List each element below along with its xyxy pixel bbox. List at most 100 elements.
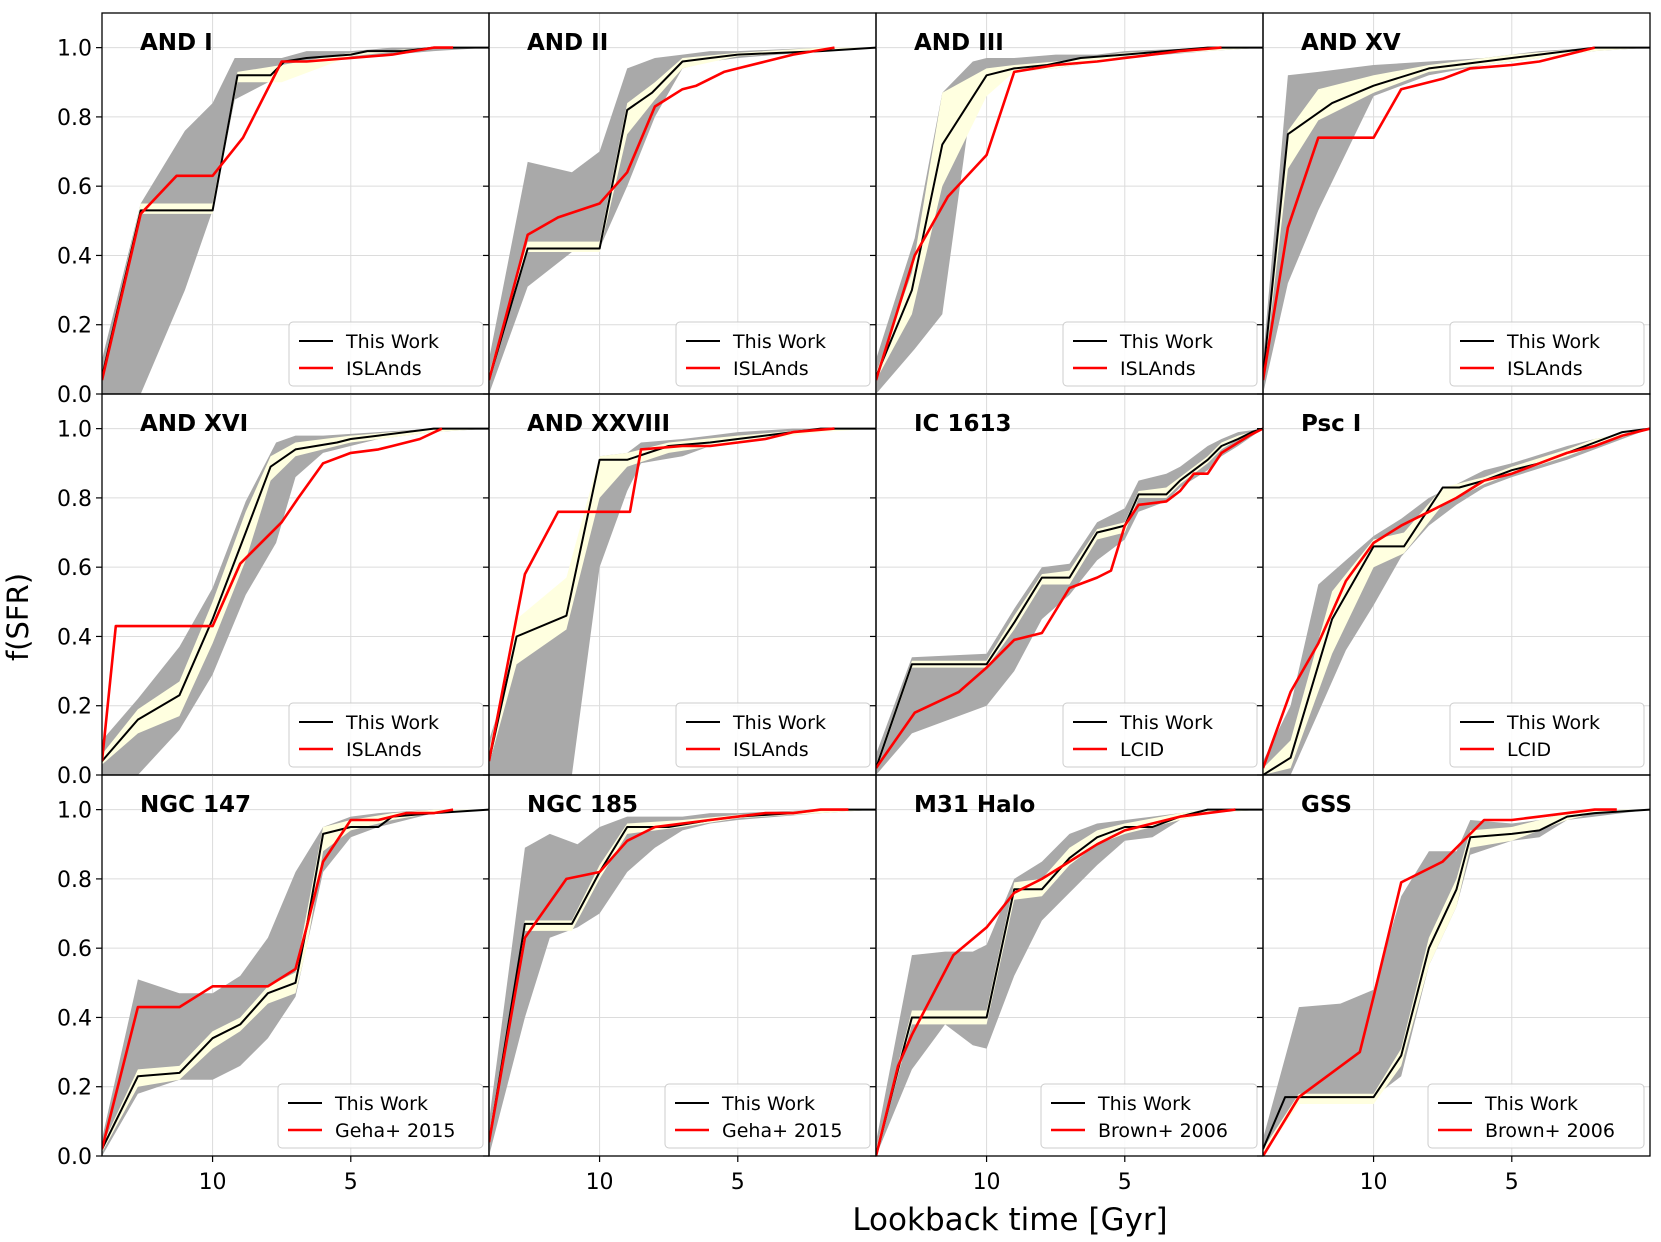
y-tick-label: 0.6: [57, 937, 92, 962]
series-line-comparison: [102, 46, 454, 381]
x-tick-label: 10: [586, 1170, 614, 1195]
legend: This Work Geha+ 2015: [664, 1083, 871, 1149]
y-tick-label: 0.0: [57, 764, 92, 789]
panel-and-ii: AND II This Work ISLAnds: [483, 12, 877, 395]
legend-box: [1449, 702, 1645, 768]
legend: This Work Geha+ 2015: [277, 1083, 484, 1149]
x-axis-label: Lookback time [Gyr]: [852, 1202, 1167, 1238]
panel-title: GSS: [1301, 792, 1352, 818]
legend: This Work ISLAnds: [288, 321, 484, 387]
legend-label: LCID: [1507, 739, 1551, 761]
panel-title: NGC 147: [140, 792, 251, 818]
legend-label: This Work: [345, 712, 439, 734]
series-line-comparison: [876, 808, 1236, 1156]
series-line-comparison: [1263, 427, 1650, 769]
y-tick-label: 0.0: [57, 1145, 92, 1170]
legend-label: Brown+ 2006: [1098, 1120, 1228, 1142]
series-line-comparison: [876, 427, 1263, 769]
legend-box: [277, 1083, 484, 1149]
panel-title: AND I: [140, 30, 213, 56]
plot-area: [1263, 808, 1650, 1156]
legend: This Work ISLAnds: [288, 702, 484, 768]
y-tick-label: 0.4: [57, 1006, 92, 1031]
series-line-this-work: [102, 427, 489, 762]
panel-title: AND XV: [1301, 30, 1401, 56]
series-line-comparison: [876, 46, 1222, 381]
uncertainty-band-outer: [876, 428, 1263, 775]
plot-area: [489, 808, 876, 1156]
y-tick-label: 0.4: [57, 625, 92, 650]
legend-label: This Work: [1119, 712, 1213, 734]
y-tick-label: 1.0: [57, 799, 92, 824]
y-tick-label: 0.6: [57, 175, 92, 200]
legend-box: [675, 321, 871, 387]
uncertainty-band-outer: [1263, 809, 1650, 1156]
legend-label: ISLAnds: [346, 358, 422, 380]
legend-label: This Work: [1506, 712, 1600, 734]
x-tick-label: 10: [199, 1170, 227, 1195]
plot-area: [876, 427, 1263, 775]
legend-box: [1040, 1083, 1258, 1149]
panel-title: IC 1613: [914, 411, 1011, 437]
uncertainty-band-outer: [102, 47, 489, 394]
legend-label: This Work: [345, 331, 439, 353]
legend: This Work ISLAnds: [1062, 321, 1258, 387]
uncertainty-band-outer: [876, 47, 1263, 394]
y-tick-label: 0.4: [57, 244, 92, 269]
x-tick-label: 5: [731, 1170, 745, 1195]
series-line-this-work: [1263, 427, 1650, 775]
series-line-this-work: [876, 46, 1263, 378]
legend-box: [1062, 321, 1258, 387]
panel-frame: [1262, 774, 1651, 1157]
x-tick-label: 10: [1360, 1170, 1388, 1195]
x-tick-label: 5: [1505, 1170, 1519, 1195]
panel-and-xv: AND XV This Work ISLAnds: [1257, 12, 1651, 395]
legend: This Work Brown+ 2006: [1040, 1083, 1258, 1149]
uncertainty-band-outer: [876, 809, 1263, 1156]
plot-area: [102, 46, 489, 394]
legend: This Work ISLAnds: [675, 702, 871, 768]
plot-area: [102, 427, 489, 775]
uncertainty-band-inner: [102, 428, 489, 765]
panel-and-xxviii: AND XXVIII This Work ISLAnds: [483, 393, 877, 776]
x-tick-label: 5: [344, 1170, 358, 1195]
y-tick-label: 0.2: [57, 1076, 92, 1101]
uncertainty-band-inner: [489, 809, 876, 1146]
legend-label: Geha+ 2015: [335, 1120, 455, 1142]
y-tick-label: 1.0: [57, 37, 92, 62]
uncertainty-band-outer: [1263, 47, 1650, 394]
y-tick-label: 1.0: [57, 418, 92, 443]
uncertainty-band-outer: [489, 47, 876, 394]
legend-label: This Work: [732, 331, 826, 353]
uncertainty-band-inner: [102, 47, 489, 381]
panel-title: AND XVI: [140, 411, 248, 437]
panel-title: AND XXVIII: [527, 411, 670, 437]
series-line-comparison: [1263, 46, 1596, 381]
panel-gss: 10 5 GSS This Work Brown+ 2006: [1257, 774, 1651, 1195]
plot-area: [876, 46, 1263, 394]
legend-box: [288, 702, 484, 768]
legend: This Work LCID: [1062, 702, 1258, 768]
plot-area: [1263, 427, 1650, 775]
legend-label: ISLAnds: [733, 739, 809, 761]
panel-and-iii: AND III This Work ISLAnds: [870, 12, 1264, 395]
legend-label: This Work: [1484, 1093, 1578, 1115]
y-tick-label: 0.8: [57, 487, 92, 512]
panel-psc-i: Psc I This Work LCID: [1257, 393, 1651, 776]
y-tick-label: 0.8: [57, 868, 92, 893]
uncertainty-band-outer: [489, 428, 876, 775]
y-tick-label: 0.0: [57, 383, 92, 408]
series-line-comparison: [489, 427, 835, 762]
plot-area: [1263, 46, 1650, 394]
panel-title: M31 Halo: [914, 792, 1035, 818]
legend-box: [1449, 321, 1645, 387]
legend-label: This Work: [334, 1093, 428, 1115]
uncertainty-band-outer: [102, 428, 489, 775]
panel-ngc-185: 10 5 NGC 185 This Work Geha+ 2015: [483, 774, 877, 1195]
y-tick-label: 0.2: [57, 314, 92, 339]
series-line-comparison: [489, 46, 835, 381]
legend-label: This Work: [1506, 331, 1600, 353]
series-line-this-work: [1263, 46, 1650, 377]
